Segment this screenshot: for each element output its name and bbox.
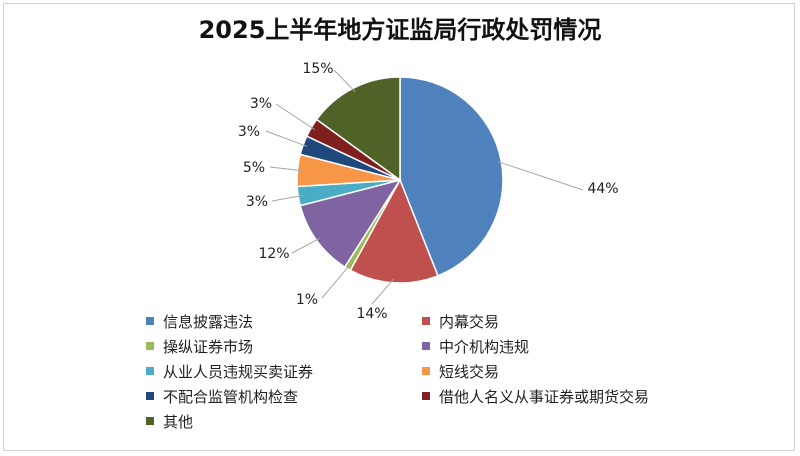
legend-label: 内幕交易 [439, 313, 500, 331]
leader-line-5 [271, 194, 303, 202]
leader-line-1 [497, 160, 584, 191]
legend-label: 信息披露违法 [163, 313, 254, 331]
legend-label: 借他人名义从事证券或期货交易 [439, 388, 650, 406]
chart-title: 2025上半年地方证监局行政处罚情况 [198, 16, 602, 44]
leader-line-9 [333, 69, 356, 93]
leader-line-2 [371, 278, 395, 305]
legend-swatch [146, 392, 154, 400]
data-label-4: 12% [258, 246, 289, 262]
legend-item-4: 中介机构违规 [422, 336, 529, 357]
legend-swatch [422, 367, 430, 375]
legend-label: 中介机构违规 [439, 338, 530, 356]
leader-line-4 [291, 237, 321, 254]
leader-line-3 [321, 264, 350, 299]
legend-swatch [146, 342, 154, 350]
legend-label: 从业人员违规买卖证券 [163, 363, 314, 381]
data-label-1: 44% [587, 181, 618, 197]
legend-label: 短线交易 [439, 363, 500, 381]
data-label-6: 5% [243, 160, 265, 176]
pie-slice-4 [299, 178, 402, 269]
data-label-7: 3% [238, 124, 260, 140]
leader-line-8 [275, 103, 316, 131]
legend-swatch [422, 317, 430, 325]
legend-swatch [146, 317, 154, 325]
pie-slice-2 [349, 178, 439, 284]
pie-slice-1 [399, 76, 504, 277]
legend-item-2: 内幕交易 [422, 311, 499, 332]
chart-frame [3, 3, 795, 451]
legend-label: 其他 [163, 413, 194, 431]
legend-item-7: 不配合监管机构检查 [146, 386, 298, 407]
legend-swatch [422, 392, 430, 400]
leader-line-6 [269, 166, 302, 172]
legend-swatch [422, 342, 430, 350]
legend-label: 不配合监管机构检查 [163, 388, 299, 406]
legend-swatch [146, 417, 154, 425]
legend-item-8: 借他人名义从事证券或期货交易 [422, 386, 649, 407]
data-label-2: 14% [356, 306, 387, 322]
leader-line-7 [265, 130, 308, 147]
legend-item-9: 其他 [146, 411, 193, 432]
legend-item-6: 短线交易 [422, 361, 499, 382]
data-label-3: 1% [296, 292, 318, 308]
legend-label: 操纵证券市场 [163, 338, 254, 356]
legend-item-5: 从业人员违规买卖证券 [146, 361, 313, 382]
data-label-8: 3% [250, 96, 272, 112]
legend-item-3: 操纵证券市场 [146, 336, 253, 357]
data-label-9: 15% [302, 61, 333, 77]
data-label-5: 3% [246, 194, 268, 210]
pie-slice-9 [315, 76, 401, 182]
legend-swatch [146, 367, 154, 375]
legend-item-1: 信息披露违法 [146, 311, 253, 332]
